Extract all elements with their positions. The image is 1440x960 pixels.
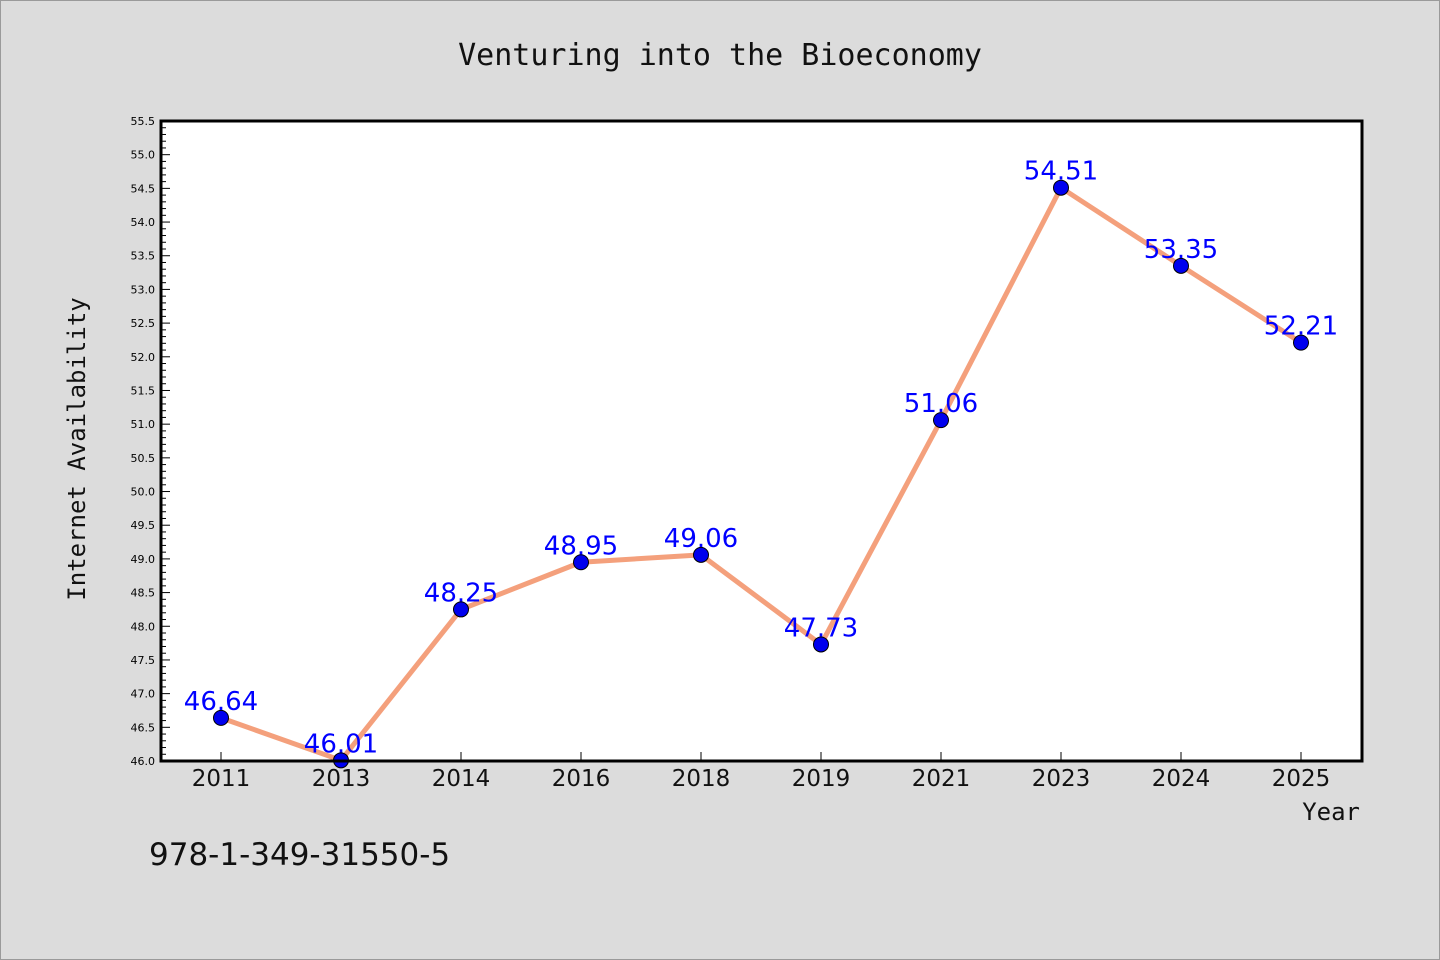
isbn-text: 978-1-349-31550-5 [149,837,450,873]
y-tick-label: 51.5 [131,384,156,397]
x-tick-label: 2019 [792,766,851,792]
y-tick-label: 49.0 [131,553,156,566]
y-axis-label: Internet Availability [63,297,91,600]
y-tick-label: 52.5 [131,317,156,330]
data-label: 49.06 [664,524,738,554]
x-tick-label: 2014 [432,766,491,792]
y-tick-label: 52.0 [131,351,156,364]
y-tick-label: 50.5 [131,452,156,465]
y-tick-label: 49.5 [131,519,156,532]
y-tick-label: 46.5 [131,721,156,734]
chart-title: Venturing into the Bioeconomy [458,38,982,73]
data-point [573,554,589,571]
data-point [813,636,829,653]
data-point [1173,257,1189,274]
y-tick-label: 47.5 [131,654,156,667]
y-tick-label: 47.0 [131,688,156,701]
data-markers [213,179,1309,769]
data-point [1053,179,1069,196]
data-point [693,546,709,563]
series-line [220,185,1303,763]
y-axis: 46.0 46.5 47.0 47.5 48.0 48.5 49.0 49.5 50.0 50.5… [131,115,170,768]
y-tick-label: 53.5 [131,250,156,263]
data-label: 52.21 [1264,312,1338,342]
plot-frame [159,119,1364,763]
y-tick-label: 48.0 [131,620,156,633]
y-tick-label: 54.0 [131,216,156,229]
y-tick-label: 55.5 [131,115,156,128]
data-label: 47.73 [784,613,858,643]
series-line-layer [220,185,1303,763]
data-label: 53.35 [1144,235,1218,265]
data-label: 51.06 [904,389,978,419]
data-point [453,601,469,618]
x-tick-label: 2011 [192,766,251,792]
data-labels: 46.64 46.01 48.25 48.95 49.06 47.73 51.06 54.51… [184,157,1338,760]
y-tick-label: 48.5 [131,587,156,600]
x-axis: 2011 2013 2014 2016 2018 2019 2021 2023 2024 2025 [192,752,1331,792]
data-label: 48.95 [544,531,618,561]
x-tick-label: 2025 [1272,766,1331,792]
data-point [213,709,229,726]
x-tick-label: 2021 [912,766,971,792]
y-tick-label: 53.0 [131,283,156,296]
data-label: 48.25 [424,578,498,608]
x-axis-label: Year [1302,798,1360,826]
x-tick-label: 2018 [672,766,731,792]
data-label: 46.01 [304,729,378,759]
y-tick-label: 50.0 [131,486,156,499]
data-label: 46.64 [184,687,258,717]
x-tick-label: 2013 [312,766,371,792]
y-tick-label: 54.5 [131,182,156,195]
x-tick-label: 2024 [1152,766,1211,792]
data-label: 54.51 [1024,157,1098,187]
data-point [933,412,949,429]
y-tick-label: 46.0 [131,755,156,768]
y-tick-label: 55.0 [131,149,156,162]
x-tick-label: 2016 [552,766,611,792]
y-tick-label: 51.0 [131,418,156,431]
plot-area [161,121,1362,761]
x-tick-label: 2023 [1032,766,1091,792]
data-point [1293,334,1309,351]
